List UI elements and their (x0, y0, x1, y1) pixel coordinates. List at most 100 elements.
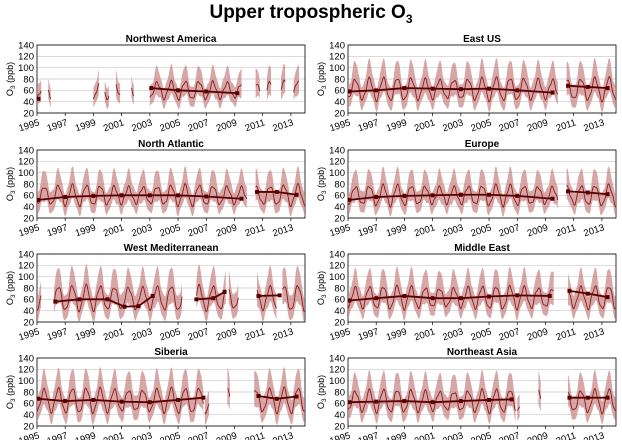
trend-marker (119, 399, 124, 404)
trend-marker (176, 88, 181, 93)
trend-marker (547, 293, 552, 298)
x-tick-label: 2009 (215, 430, 239, 440)
y-tick-label: 80 (334, 387, 345, 398)
uncertainty-band (266, 65, 272, 101)
y-tick-label: 20 (334, 108, 345, 119)
x-tick-label: 2001 (413, 222, 437, 239)
x-tick-label: 2005 (469, 117, 493, 134)
x-tick-label: 2001 (102, 430, 126, 440)
x-tick-label: 1997 (357, 222, 381, 239)
series-group (37, 63, 300, 110)
trend-marker (348, 89, 352, 94)
uncertainty-band (255, 165, 305, 217)
y-tick-label: 80 (23, 74, 34, 85)
trend-marker (211, 296, 216, 301)
series-line (266, 80, 272, 91)
x-tick-label: 2003 (130, 117, 154, 134)
panel-title: Northeast Asia (447, 347, 518, 358)
x-tick-label: 2007 (498, 326, 522, 343)
trend-marker (515, 293, 520, 298)
x-tick-label: 2003 (441, 430, 465, 440)
series-line (104, 92, 110, 101)
series-line (348, 183, 559, 208)
trend-marker (374, 399, 379, 404)
trend-marker (348, 197, 352, 202)
y-tick-label: 60 (334, 191, 345, 202)
trend-line (151, 87, 238, 95)
y-tick-label: 140 (18, 249, 34, 260)
y-tick-label: 140 (329, 40, 345, 51)
y-tick-label: 100 (18, 272, 34, 283)
x-tick-label: 2005 (158, 222, 182, 239)
x-tick-label: 1995 (328, 326, 352, 343)
trend-line (258, 294, 280, 297)
trend-marker (566, 83, 571, 88)
plot-frame (347, 149, 617, 219)
panel-title: East US (463, 34, 501, 45)
trend-marker (509, 397, 514, 402)
y-tick-label: 100 (329, 272, 345, 283)
y-tick-label: 140 (329, 353, 345, 364)
x-tick-label: 1995 (17, 222, 41, 239)
y-tick-label: 100 (18, 376, 34, 387)
trend-marker (91, 397, 96, 402)
series-line (566, 76, 616, 103)
y-tick-label: 20 (334, 317, 345, 328)
y-tick-label: 20 (23, 108, 34, 119)
x-tick-label: 2005 (469, 430, 493, 440)
x-tick-label: 2013 (271, 222, 295, 239)
y-tick-label: 120 (18, 157, 34, 168)
x-tick-label: 2003 (130, 222, 154, 239)
trend-marker (567, 288, 572, 293)
x-tick-label: 1997 (46, 117, 70, 134)
x-tick-label: 2005 (469, 326, 493, 343)
y-tick-label: 80 (334, 283, 345, 294)
uncertainty-band (517, 393, 520, 421)
panel-title: West Mediterranean (124, 243, 219, 254)
series-line (255, 182, 305, 208)
trend-marker (119, 193, 124, 198)
x-tick-label: 2003 (441, 326, 465, 343)
x-tick-label: 1997 (357, 430, 381, 440)
y-tick-label: 120 (329, 365, 345, 376)
plot-frame (347, 44, 617, 114)
trend-marker (605, 295, 610, 300)
x-tick-label: 1997 (46, 430, 70, 440)
y-tick-label: 20 (334, 421, 345, 432)
trend-marker (585, 190, 590, 195)
uncertainty-band (293, 65, 300, 102)
trend-marker (550, 196, 555, 201)
y-axis-label: O3 (ppb) (316, 62, 328, 96)
series-line (115, 83, 121, 96)
y-tick-label: 80 (23, 179, 34, 190)
trend-marker (294, 192, 299, 197)
x-tick-label: 2013 (582, 117, 606, 134)
trend-marker (550, 90, 555, 95)
series-line (293, 80, 300, 93)
y-axis-label: O3 (ppb) (5, 62, 17, 96)
trend-marker (374, 195, 379, 200)
uncertainty-band (37, 280, 42, 321)
trend-marker (239, 196, 244, 201)
y-tick-label: 60 (23, 399, 34, 410)
trend-marker (105, 297, 110, 302)
series-line (37, 386, 204, 415)
y-tick-label: 40 (23, 202, 34, 213)
x-tick-label: 1995 (17, 117, 41, 134)
x-tick-label: 2011 (555, 326, 578, 343)
y-axis-label: O3 (ppb) (5, 271, 17, 305)
panel-title: Northwest America (126, 34, 217, 45)
y-tick-label: 120 (18, 52, 34, 63)
trend-marker (37, 396, 41, 401)
uncertainty-band (254, 366, 305, 425)
trend-marker (176, 193, 181, 198)
trend-line (349, 294, 550, 302)
uncertainty-band (37, 367, 204, 425)
trend-marker (605, 192, 610, 197)
trend-marker (402, 293, 407, 298)
y-tick-label: 60 (23, 86, 34, 97)
x-tick-label: 2013 (271, 117, 295, 134)
x-tick-label: 1999 (74, 222, 98, 239)
y-tick-label: 140 (329, 249, 345, 260)
trend-marker (194, 297, 199, 302)
